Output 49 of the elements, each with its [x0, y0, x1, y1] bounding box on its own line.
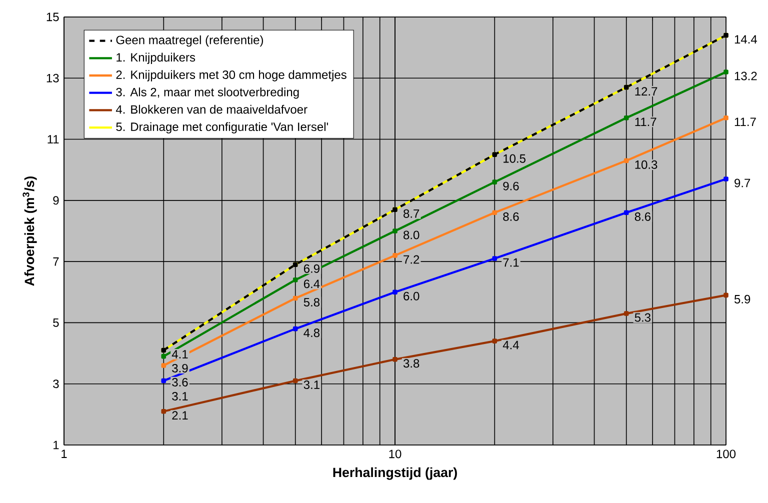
legend-label: 1. Knijpduikers	[116, 52, 196, 64]
data-label: 10.3	[635, 160, 658, 169]
data-label: 14.4	[734, 35, 757, 44]
data-label: 6.9	[304, 264, 320, 273]
y-tick-label: 3	[53, 380, 59, 388]
y-axis-title: Afvoerpiek (m$^{3}$/s)	[22, 176, 37, 286]
data-label: 8.6	[503, 212, 519, 221]
data-label: 5.8	[304, 298, 320, 306]
data-label: 6.0	[404, 292, 420, 300]
data-label: 9.7	[734, 178, 750, 188]
data-label: 13.2	[734, 72, 757, 80]
data-label: 4.1	[172, 350, 188, 358]
data-label: 3.8	[403, 359, 420, 368]
data-label: 7.2	[404, 255, 420, 264]
data-label: 8.6	[634, 212, 651, 221]
data-label: 3.1	[172, 392, 188, 400]
x-tick-label: 100	[716, 450, 736, 458]
data-label: 3.1	[304, 380, 320, 390]
y-tick-label: 15	[46, 12, 59, 22]
x-axis-title: Herhalingstijd (jaar)	[333, 467, 457, 480]
data-label: 12.7	[635, 87, 658, 96]
y-tick-label: 5	[53, 318, 59, 327]
data-label: 5.3	[634, 313, 651, 322]
data-label: 4.8	[304, 328, 320, 338]
data-label: 10.5	[504, 154, 526, 163]
legend-label: 3. Als 2, maar met slootverbreding	[116, 88, 299, 99]
data-label: 4.4	[502, 340, 519, 350]
y-tick-label: 9	[53, 196, 59, 205]
x-tick-label: 1	[62, 450, 67, 458]
data-label: 3.6	[172, 378, 188, 386]
data-label: 9.6	[503, 182, 519, 190]
y-tick-label: 7	[53, 257, 59, 266]
legend-label: Geen maatregel (referentie)	[116, 35, 263, 47]
data-label: 5.9	[734, 294, 750, 304]
legend-label: 5. Drainage met configuratie 'Van Iersel'	[116, 122, 328, 134]
x-tick-label: 10	[389, 450, 402, 458]
y-tick-label: 1	[54, 440, 59, 450]
y-tick-label: 11	[48, 135, 59, 144]
data-label: 8.7	[404, 209, 420, 218]
data-label: 11.7	[734, 118, 756, 126]
data-label: 8.0	[404, 230, 420, 240]
legend-label: 2. Knijpduikers met 30 cm hoge dammetjes	[116, 70, 346, 82]
legend-label: 4. Blokkeren van de maaiveldafvoer	[116, 104, 308, 114]
data-label: 2.1	[172, 411, 188, 420]
y-tick-label: 13	[46, 74, 59, 82]
data-label: 11.7	[635, 118, 656, 126]
data-label: 6.4	[304, 280, 320, 288]
data-label: 7.1	[503, 258, 519, 267]
data-label: 3.9	[172, 364, 188, 372]
